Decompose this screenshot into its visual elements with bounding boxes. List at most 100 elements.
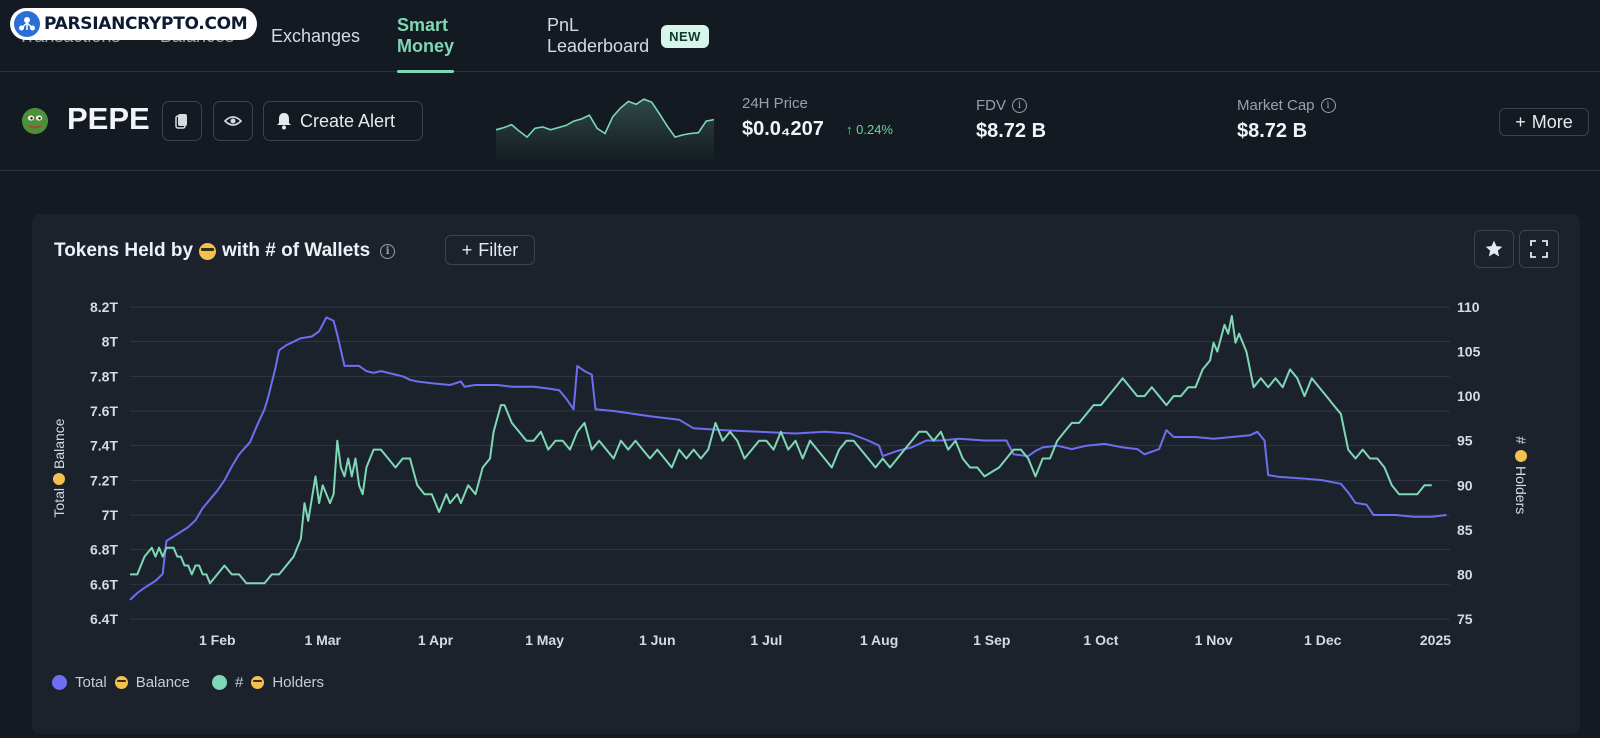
info-icon[interactable]: i <box>1320 98 1336 113</box>
y-left-tick-label: 7.6T <box>90 403 118 419</box>
legend-swatch <box>212 675 227 690</box>
x-tick-label: 1 Aug <box>860 632 898 648</box>
y-right-tick-label: 95 <box>1457 433 1473 449</box>
x-tick-label: 1 May <box>525 632 564 648</box>
tab-label: Exchanges <box>271 25 361 46</box>
plus-icon: + <box>461 239 473 260</box>
y-left-tick-label: 8.2T <box>90 299 118 315</box>
smart-money-emoji-icon <box>199 242 217 260</box>
copy-icon <box>175 114 187 129</box>
legend-label: Balance <box>135 674 190 691</box>
chart-title: Tokens Held by with # of Wallets i <box>54 240 396 262</box>
tab-label: PnL Leaderboard <box>547 15 650 56</box>
watermark-logo: PARSIANCRYPTO.COM <box>10 8 258 40</box>
fdv-label: FDV i <box>976 97 1027 114</box>
price-value: $0.0₄207 <box>742 118 824 140</box>
fullscreen-button[interactable] <box>1519 230 1559 268</box>
y-left-tick-label: 7.4T <box>90 438 118 454</box>
more-label: More <box>1531 111 1573 132</box>
legend-item-total-balance[interactable]: Total Balance <box>52 674 190 691</box>
x-tick-label: 1 Sep <box>973 632 1010 648</box>
legend-label: # <box>235 674 244 691</box>
x-tick-label: 1 Feb <box>199 632 236 648</box>
series-line-total-balance[interactable] <box>129 316 1447 601</box>
smart-money-emoji-icon <box>114 676 128 689</box>
tab-pnl-leaderboard[interactable]: PnL Leaderboard NEW <box>547 0 709 72</box>
price-change-value: 0.24% <box>856 122 893 137</box>
chart-title-prefix: Tokens Held by <box>54 240 194 261</box>
legend-swatch <box>52 675 67 690</box>
svg-text:Balance: Balance <box>51 418 67 469</box>
y-left-tick-label: 7.2T <box>90 472 118 488</box>
y-left-tick-label: 6.8T <box>90 542 118 558</box>
price-label: 24H Price <box>742 95 808 112</box>
info-icon[interactable]: i <box>380 243 396 259</box>
create-alert-label: Create Alert <box>300 110 396 131</box>
chart-title-suffix: with # of Wallets <box>222 240 371 261</box>
watermark-text: PARSIANCRYPTO.COM <box>44 14 248 34</box>
network-logo-icon <box>14 11 40 37</box>
y-right-tick-label: 75 <box>1457 611 1473 627</box>
filter-button[interactable]: + Filter <box>445 235 535 265</box>
series-line-holders[interactable] <box>130 314 1432 585</box>
x-tick-label: 1 Mar <box>304 632 341 648</box>
favorite-button[interactable] <box>1474 230 1514 268</box>
fdv-value: $8.72 B <box>976 120 1047 142</box>
x-tick-label: 2025 <box>1420 632 1451 648</box>
tab-label: Smart Money <box>397 15 455 56</box>
smart-money-emoji-icon <box>1515 450 1527 462</box>
market-cap-label: Market Cap i <box>1237 97 1336 114</box>
bell-icon <box>277 113 291 130</box>
y-right-tick-label: 90 <box>1457 477 1473 493</box>
sparkline-area <box>496 99 714 163</box>
y-right-tick-label: 105 <box>1457 344 1481 360</box>
expand-icon <box>1530 240 1548 258</box>
x-tick-label: 1 Jul <box>750 632 782 648</box>
y-left-tick-label: 6.6T <box>90 576 118 592</box>
token-header: PEPE Create Alert 24H Price $0.0₄207 ↑ 0… <box>0 73 1600 171</box>
info-icon[interactable]: i <box>1012 98 1027 113</box>
tab-exchanges[interactable]: Exchanges <box>271 0 360 72</box>
y-right-axis-title: # Holders <box>1513 436 1529 514</box>
dual-axis-line-chart: 6.4T 6.6T 6.8T 7T 7.2T 7.4T 7.6T 7.8T 8T 8.2T 75 80… <box>51 299 1529 648</box>
y-right-tick-label: 100 <box>1457 388 1481 404</box>
watch-button[interactable] <box>213 101 253 141</box>
price-label-text: 24H Price <box>742 95 808 112</box>
more-button[interactable]: + More <box>1499 108 1589 136</box>
legend-item-holders[interactable]: # Holders <box>212 674 324 691</box>
arrow-up-icon: ↑ <box>846 122 857 137</box>
tab-smart-money[interactable]: Smart Money <box>397 0 455 73</box>
market-cap-label-text: Market Cap <box>1237 97 1315 114</box>
x-tick-label: 1 Apr <box>418 632 454 648</box>
y-left-tick-label: 6.4T <box>90 611 118 627</box>
chart-card: 6.4T 6.6T 6.8T 7T 7.2T 7.4T 7.6T 7.8T 8T 8.2T 75 80… <box>32 214 1580 734</box>
x-tick-label: 1 Jun <box>639 632 676 648</box>
filter-label: Filter <box>478 239 519 260</box>
legend-label: Total <box>75 674 107 691</box>
y-left-tick-label: 7T <box>102 507 119 523</box>
y-left-tick-label: 8T <box>102 334 119 350</box>
x-tick-label: 1 Nov <box>1195 632 1233 648</box>
pepe-token-icon <box>22 108 48 134</box>
eye-icon <box>224 116 242 126</box>
smart-money-emoji-icon <box>251 676 265 689</box>
price-change: ↑ 0.24% <box>846 122 893 137</box>
fdv-label-text: FDV <box>976 97 1006 114</box>
sparkline-line <box>495 98 715 139</box>
legend-label: Holders <box>272 674 325 691</box>
svg-text:#: # <box>1513 436 1529 444</box>
new-badge: NEW <box>661 24 709 48</box>
create-alert-button[interactable]: Create Alert <box>263 101 423 141</box>
y-right-tick-label: 80 <box>1457 566 1473 582</box>
y-right-tick-label: 110 <box>1457 299 1480 315</box>
star-icon <box>1485 240 1503 257</box>
x-tick-label: 1 Dec <box>1304 632 1342 648</box>
price-sparkline <box>495 98 715 163</box>
y-left-tick-label: 7.8T <box>90 368 118 384</box>
smart-money-emoji-icon <box>53 473 65 485</box>
y-right-tick-label: 85 <box>1457 522 1473 538</box>
plus-icon: + <box>1515 111 1526 132</box>
top-nav: Transactions Balances Exchanges Smart Mo… <box>0 0 1600 73</box>
copy-button[interactable] <box>162 101 202 141</box>
svg-text:Total: Total <box>51 488 67 518</box>
